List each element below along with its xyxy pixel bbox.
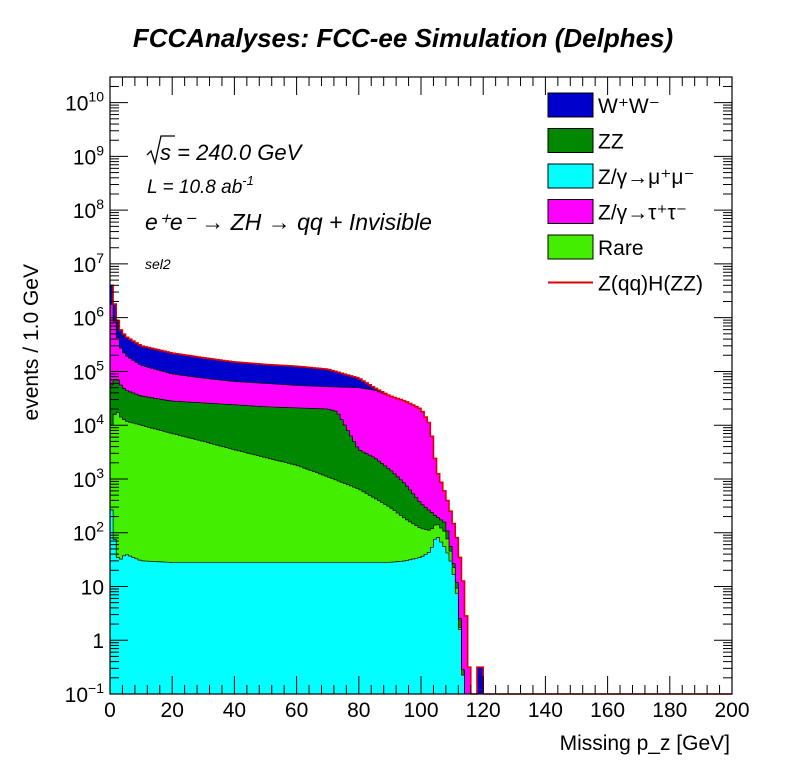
y-tick-label: 104 <box>73 411 104 438</box>
x-tick-label: 60 <box>285 699 308 722</box>
annotation-sqrt-s-text: s = 240.0 GeV <box>160 140 304 165</box>
x-tick-label: 20 <box>161 699 184 722</box>
y-tick-label: 105 <box>73 357 104 384</box>
annotation-lumi-text: L = 10.8 ab <box>147 177 242 198</box>
x-tick-label: 80 <box>347 699 370 722</box>
y-tick-label: 1 <box>92 630 104 653</box>
legend-swatch <box>547 92 594 118</box>
y-axis-label: events / 1.0 GeV <box>20 264 43 420</box>
legend-label: ZZ <box>598 131 624 154</box>
legend: W⁺W⁻ ZZ Z/γ→μ⁺μ⁻ Z/γ→τ⁺τ⁻ Rare Z(qq)H(ZZ) <box>547 92 703 296</box>
x-axis-label: Missing p_z [GeV] <box>560 732 730 755</box>
y-tick-label: 108 <box>73 196 104 223</box>
legend-swatch <box>547 163 594 189</box>
legend-label: Z/γ→τ⁺τ⁻ <box>598 202 687 225</box>
y-tick-label: 102 <box>73 519 104 546</box>
stack-layer <box>109 284 732 695</box>
annotation-selection: sel2 <box>145 256 171 272</box>
y-tick-label: 109 <box>73 142 104 169</box>
x-tick-label: 100 <box>403 699 438 722</box>
x-tick-label: 40 <box>223 699 246 722</box>
y-tick-label: 10 <box>81 576 104 599</box>
y-tick-label: 1010 <box>65 89 104 116</box>
legend-label: Z(qq)H(ZZ) <box>598 273 703 296</box>
y-tick-label: 103 <box>73 465 104 492</box>
legend-swatch <box>547 199 594 224</box>
x-tick-label: 160 <box>590 699 625 722</box>
y-tick-label: 107 <box>73 250 104 277</box>
chart-title: FCCAnalyses: FCC-ee Simulation (Delphes) <box>133 23 673 53</box>
sqrt-icon <box>146 135 175 166</box>
legend-label: W⁺W⁻ <box>598 95 660 118</box>
annotation-lumi-exp: -1 <box>242 173 254 188</box>
x-tick-label: 200 <box>714 699 749 722</box>
legend-label: Rare <box>598 237 644 260</box>
ticks-layer: 0 20 40 60 80 100 120 140 160 180 200 10−1 1 10 102 103… <box>65 76 750 722</box>
annotation-process: e⁺e⁻ → ZH → qq + Invisible <box>145 209 432 235</box>
annotation-sqrt-s: s = 240.0 GeV <box>146 135 304 166</box>
y-tick-label: 106 <box>73 304 104 331</box>
x-tick-label: 120 <box>466 699 501 722</box>
x-tick-label: 180 <box>652 699 687 722</box>
legend-swatch <box>547 234 594 260</box>
legend-label: Z/γ→μ⁺μ⁻ <box>598 166 695 189</box>
legend-swatch <box>547 128 594 153</box>
annotation-lumi: L = 10.8 ab-1 <box>147 173 254 198</box>
x-tick-label: 0 <box>104 699 116 722</box>
y-tick-label: 10−1 <box>65 680 105 707</box>
x-tick-label: 140 <box>528 699 563 722</box>
